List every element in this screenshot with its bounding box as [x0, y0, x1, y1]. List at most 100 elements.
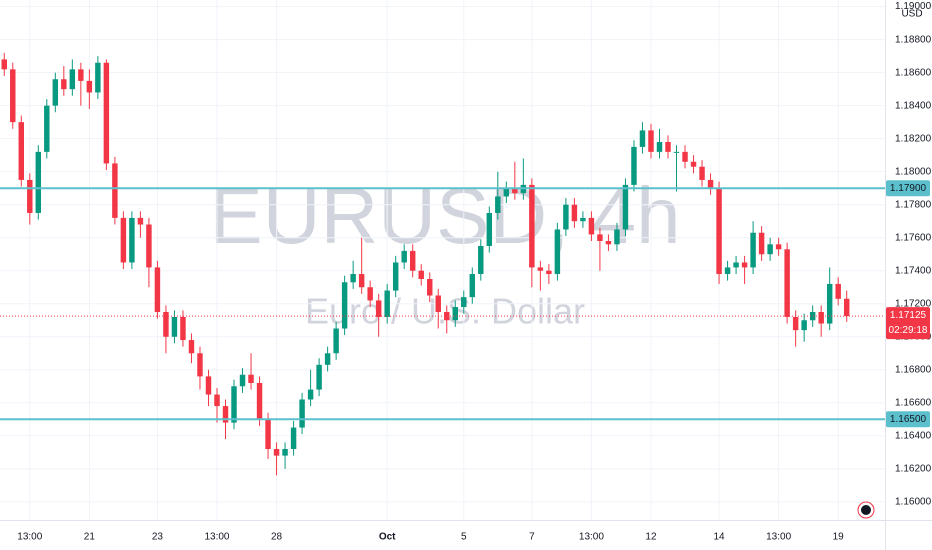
x-tick-label: 28: [271, 532, 283, 543]
candle-body: [409, 250, 416, 271]
candle-body: [333, 328, 339, 354]
y-tick-label: 1.16000: [895, 496, 932, 507]
candle-body: [95, 62, 101, 93]
y-tick-label: 1.16200: [895, 463, 932, 474]
candle-body: [699, 166, 705, 180]
y-tick-label: 1.16400: [895, 430, 932, 441]
candle-body: [69, 69, 76, 90]
y-tick-label: 1.16600: [895, 397, 932, 408]
candle-body: [197, 353, 203, 377]
y-tick-label: 1.16800: [895, 364, 932, 375]
candle-body: [392, 262, 399, 291]
candle-body: [614, 229, 620, 245]
candle-body: [86, 80, 93, 93]
candle-body: [35, 151, 42, 213]
candle-body: [239, 374, 246, 387]
candle-body: [27, 179, 33, 213]
candle-body: [529, 184, 535, 268]
x-tick-label: 19: [833, 532, 845, 543]
candle-body: [758, 232, 765, 255]
candle-body: [818, 312, 824, 324]
y-tick-label: 1.18400: [895, 100, 932, 111]
candle-body: [52, 79, 59, 106]
x-tick-label: 23: [152, 532, 164, 543]
candle-body: [61, 79, 67, 90]
candle-body: [427, 278, 433, 296]
candle-body: [1, 59, 7, 70]
countdown-label: 02:29:18: [889, 325, 928, 336]
candle-body: [843, 298, 850, 317]
candle-body: [290, 427, 297, 450]
x-tick-label: Oct: [379, 532, 396, 543]
x-tick-label: 12: [645, 532, 657, 543]
candle-body: [435, 295, 441, 312]
candle-body: [537, 267, 544, 271]
candle-body: [639, 130, 646, 147]
candle-body: [656, 141, 663, 152]
candle-body: [307, 389, 314, 400]
price-label-box: [886, 411, 930, 428]
price-label: 1.16500: [890, 414, 927, 425]
candle-body: [571, 204, 578, 222]
candle-body: [299, 399, 305, 428]
candle-body: [673, 151, 680, 153]
candle-body: [324, 353, 331, 365]
x-tick-label: 13:00: [204, 532, 229, 543]
candle-body: [546, 270, 552, 275]
candle-body: [835, 283, 841, 299]
candle-body: [171, 316, 178, 337]
watermark-symbol: EURUSD, 4h: [209, 171, 680, 260]
candle-body: [367, 287, 373, 301]
candle-body: [665, 141, 671, 152]
alert-icon-dot: [861, 505, 871, 515]
y-tick-label: 1.17800: [895, 199, 932, 210]
candle-body: [163, 312, 169, 337]
candle-body: [588, 217, 595, 235]
candle-body: [801, 320, 807, 331]
candle-body: [154, 267, 161, 312]
candle-body: [120, 217, 127, 263]
candle-body: [631, 146, 637, 185]
y-tick-label: 1.17200: [895, 298, 932, 309]
candle-body: [137, 217, 144, 225]
candle-body: [265, 419, 271, 450]
candle-body: [231, 386, 237, 423]
candle-body: [350, 274, 356, 283]
x-tick-label: 13:00: [766, 532, 791, 543]
candle-body: [222, 406, 229, 423]
candle-body: [580, 217, 586, 222]
candle-body: [452, 307, 458, 321]
x-tick-label: 7: [529, 532, 535, 543]
candle-body: [44, 105, 50, 152]
x-tick-label: 5: [461, 532, 467, 543]
y-tick-label: 1.17400: [895, 265, 932, 276]
watermark-description: Euro / U.S. Dollar: [305, 291, 585, 332]
candle-body: [103, 62, 110, 164]
candle-body: [282, 449, 288, 456]
candle-body: [809, 312, 816, 321]
candle-body: [129, 217, 135, 263]
candle-body: [775, 244, 782, 250]
candle-body: [724, 267, 731, 275]
candle-body: [146, 224, 152, 268]
candle-body: [716, 188, 722, 275]
last-price-label: 1.17125: [890, 310, 927, 321]
y-tick-label: 1.17600: [895, 232, 932, 243]
x-tick-label: 21: [84, 532, 96, 543]
candle-body: [733, 262, 739, 268]
candle-body: [826, 283, 833, 324]
last-price-box: [886, 307, 930, 340]
candle-body: [418, 270, 424, 279]
candle-body: [784, 249, 790, 317]
candle-body: [512, 188, 518, 194]
price-label: 1.17900: [890, 183, 927, 194]
candle-body: [682, 151, 688, 162]
candle-body: [10, 69, 16, 123]
candle-body: [597, 234, 603, 242]
candle-body: [18, 122, 24, 180]
candle-body: [622, 184, 629, 230]
candle-body: [375, 300, 382, 317]
candle-body: [563, 204, 569, 230]
x-tick-label: 14: [714, 532, 726, 543]
candle-body: [401, 250, 407, 263]
